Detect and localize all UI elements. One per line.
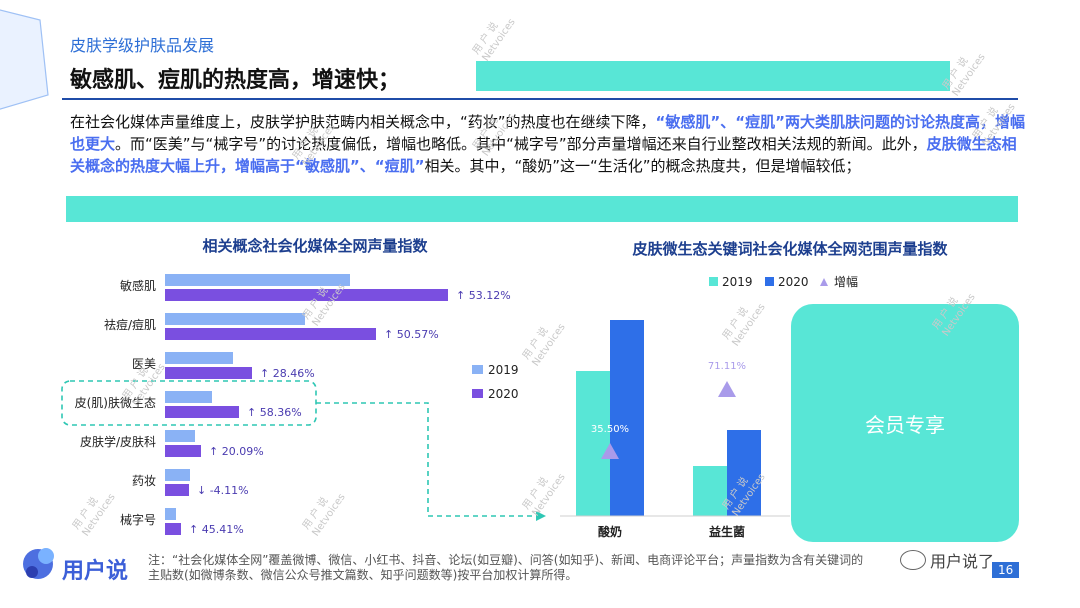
growth-label: ↑ 45.41% (189, 523, 244, 536)
logo-text: 用户说 (62, 559, 129, 584)
bar-2019 (165, 469, 190, 481)
bar-2020 (165, 406, 239, 418)
body-text-3: 相关。其中，“酸奶”这一“生活化”的概念热度共，但是增幅较低； (424, 157, 861, 175)
bar-2020 (165, 289, 448, 301)
bar-2019 (576, 371, 610, 516)
bar-2020 (165, 367, 252, 379)
body-paragraph: 在社会化媒体声量维度上，皮肤学护肤范畴内相关概念中，“药妆”的热度也在继续下降，… (70, 111, 1025, 177)
right-chart-title: 皮肤微生态关键词社会化媒体全网范围声量指数 (632, 240, 948, 258)
growth-marker-icon (718, 381, 736, 397)
bar-2020 (727, 430, 761, 516)
growth-label: ↓ -4.11% (197, 484, 249, 497)
connector-arrow-line (316, 402, 536, 517)
body-text-2: 。而“医美”与“械字号”的讨论热度偏低，增幅也略低。其中“械字号”部分声量增幅还… (115, 135, 927, 153)
bar-2019 (693, 466, 727, 516)
growth-marker-icon (601, 443, 619, 459)
headline-redaction-block (476, 61, 950, 91)
body-text-1: 在社会化媒体声量维度上，皮肤学护肤范畴内相关概念中，“药妆”的热度也在继续下降， (70, 113, 656, 131)
page-number: 16 (992, 562, 1020, 578)
bar-2019 (165, 274, 350, 286)
body-highlight-2: 皮肤微生态相关概念的热度大幅上升，增幅高于“敏感肌”、“痘肌” (70, 135, 1017, 175)
growth-label: 35.50% (591, 424, 629, 435)
legend-label-growth: 增幅 (834, 274, 858, 289)
legend-swatch-2019 (472, 365, 483, 374)
legend-swatch-2019 (709, 277, 718, 286)
bar-2019 (165, 508, 176, 520)
wechat-icon (900, 550, 926, 570)
category-label: 皮肤学/皮肤科 (80, 434, 156, 449)
legend-swatch-2020 (472, 389, 483, 398)
bar-2020 (165, 328, 376, 340)
bar-2019 (165, 430, 195, 442)
title-divider (62, 98, 1018, 100)
category-label: 药妆 (132, 474, 156, 488)
legend-growth-icon (820, 278, 828, 286)
bar-2019 (165, 391, 212, 403)
footnote-line-2: 主贴数(如微博条数、微信公众号推文篇数、知乎问题数等)按平台加权计算所得。 (148, 568, 578, 582)
members-only-overlay[interactable]: 会员专享 (791, 304, 1019, 542)
legend-label-2020: 2020 (778, 275, 809, 289)
bar-2020 (610, 320, 644, 516)
category-label: 酸奶 (598, 524, 622, 539)
wechat-account-name: 用户说了 (930, 552, 995, 571)
corner-hexagon-decoration (0, 9, 49, 110)
growth-label: ↑ 58.36% (247, 406, 302, 419)
category-label: 皮(肌)肤微生态 (75, 395, 156, 410)
bar-2020 (165, 484, 189, 496)
logo-mark-icon (23, 548, 54, 579)
footnote-line-1: 注：“社会化媒体全网”覆盖微博、微信、小红书、抖音、论坛(如豆瓣)、问答(如知乎… (148, 553, 864, 567)
growth-label: 71.11% (708, 361, 746, 372)
legend-label-2019: 2019 (722, 275, 753, 289)
bar-2019 (165, 313, 305, 325)
netvoices-logo (18, 542, 62, 590)
left-chart-title: 相关概念社会化媒体全网声量指数 (202, 237, 428, 255)
growth-label: ↑ 53.12% (456, 289, 511, 302)
category-label: 益生菌 (709, 524, 745, 539)
growth-label: ↑ 20.09% (209, 445, 264, 458)
page-title: 敏感肌、痘肌的热度高，增速快； (70, 68, 401, 93)
bar-2020 (165, 445, 201, 457)
legend-swatch-2020 (765, 277, 774, 286)
footnote: 注：“社会化媒体全网”覆盖微博、微信、小红书、抖音、论坛(如豆瓣)、问答(如知乎… (148, 553, 988, 583)
category-label: 敏感肌 (120, 278, 156, 293)
legend-label-2020: 2020 (488, 387, 519, 401)
legend-label-2019: 2019 (488, 363, 519, 377)
category-label: 祛痘/痘肌 (104, 317, 156, 332)
body-redaction-block (66, 196, 1018, 222)
body-highlight-1: “敏感肌”、“痘肌”两大类肌肤问题的讨论热度高，增幅也更大 (70, 113, 1025, 153)
section-label: 皮肤学级护肤品发展 (70, 36, 215, 55)
category-label: 医美 (132, 357, 156, 371)
wechat-account: 用户说了 (900, 548, 994, 572)
members-only-label: 会员专享 (865, 412, 945, 437)
growth-label: ↑ 28.46% (260, 367, 315, 380)
growth-label: ↑ 50.57% (384, 328, 439, 341)
category-label: 械字号 (120, 512, 156, 527)
bar-2019 (165, 352, 233, 364)
connector-arrow-head (536, 511, 546, 521)
bar-2020 (165, 523, 181, 535)
